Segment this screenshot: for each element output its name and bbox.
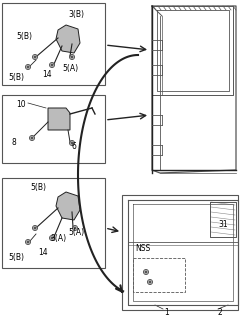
Text: 5(B): 5(B) (16, 32, 32, 41)
Text: 5(B): 5(B) (30, 183, 46, 192)
Circle shape (31, 137, 33, 139)
Text: 2: 2 (218, 308, 223, 317)
Bar (133, 258, 185, 292)
Circle shape (71, 56, 73, 58)
Circle shape (71, 142, 73, 144)
Text: 31: 31 (218, 220, 228, 229)
Bar (2, 3, 105, 85)
Text: 10: 10 (16, 100, 26, 109)
Text: 5(B): 5(B) (8, 253, 24, 262)
Text: 14: 14 (38, 248, 48, 257)
Text: 1: 1 (164, 308, 169, 317)
Circle shape (27, 66, 29, 68)
Circle shape (34, 56, 36, 58)
Text: 5(B): 5(B) (8, 73, 24, 82)
Text: 3(A): 3(A) (50, 234, 66, 243)
Circle shape (149, 281, 151, 283)
Bar (2, 178, 105, 268)
Polygon shape (48, 108, 70, 130)
Bar (2, 95, 105, 163)
Text: 3(B): 3(B) (68, 10, 84, 19)
Circle shape (34, 227, 36, 229)
Circle shape (74, 227, 76, 229)
Bar (122, 195, 238, 310)
Text: 14: 14 (42, 70, 52, 79)
Circle shape (145, 271, 147, 273)
Circle shape (51, 237, 53, 239)
Circle shape (27, 241, 29, 243)
Text: 8: 8 (12, 138, 17, 147)
Text: 6: 6 (72, 142, 77, 151)
Text: 5(A): 5(A) (68, 228, 84, 237)
Polygon shape (56, 192, 80, 220)
Text: NSS: NSS (135, 244, 150, 253)
Text: 5(A): 5(A) (62, 64, 78, 73)
Circle shape (51, 64, 53, 66)
Polygon shape (56, 25, 80, 53)
